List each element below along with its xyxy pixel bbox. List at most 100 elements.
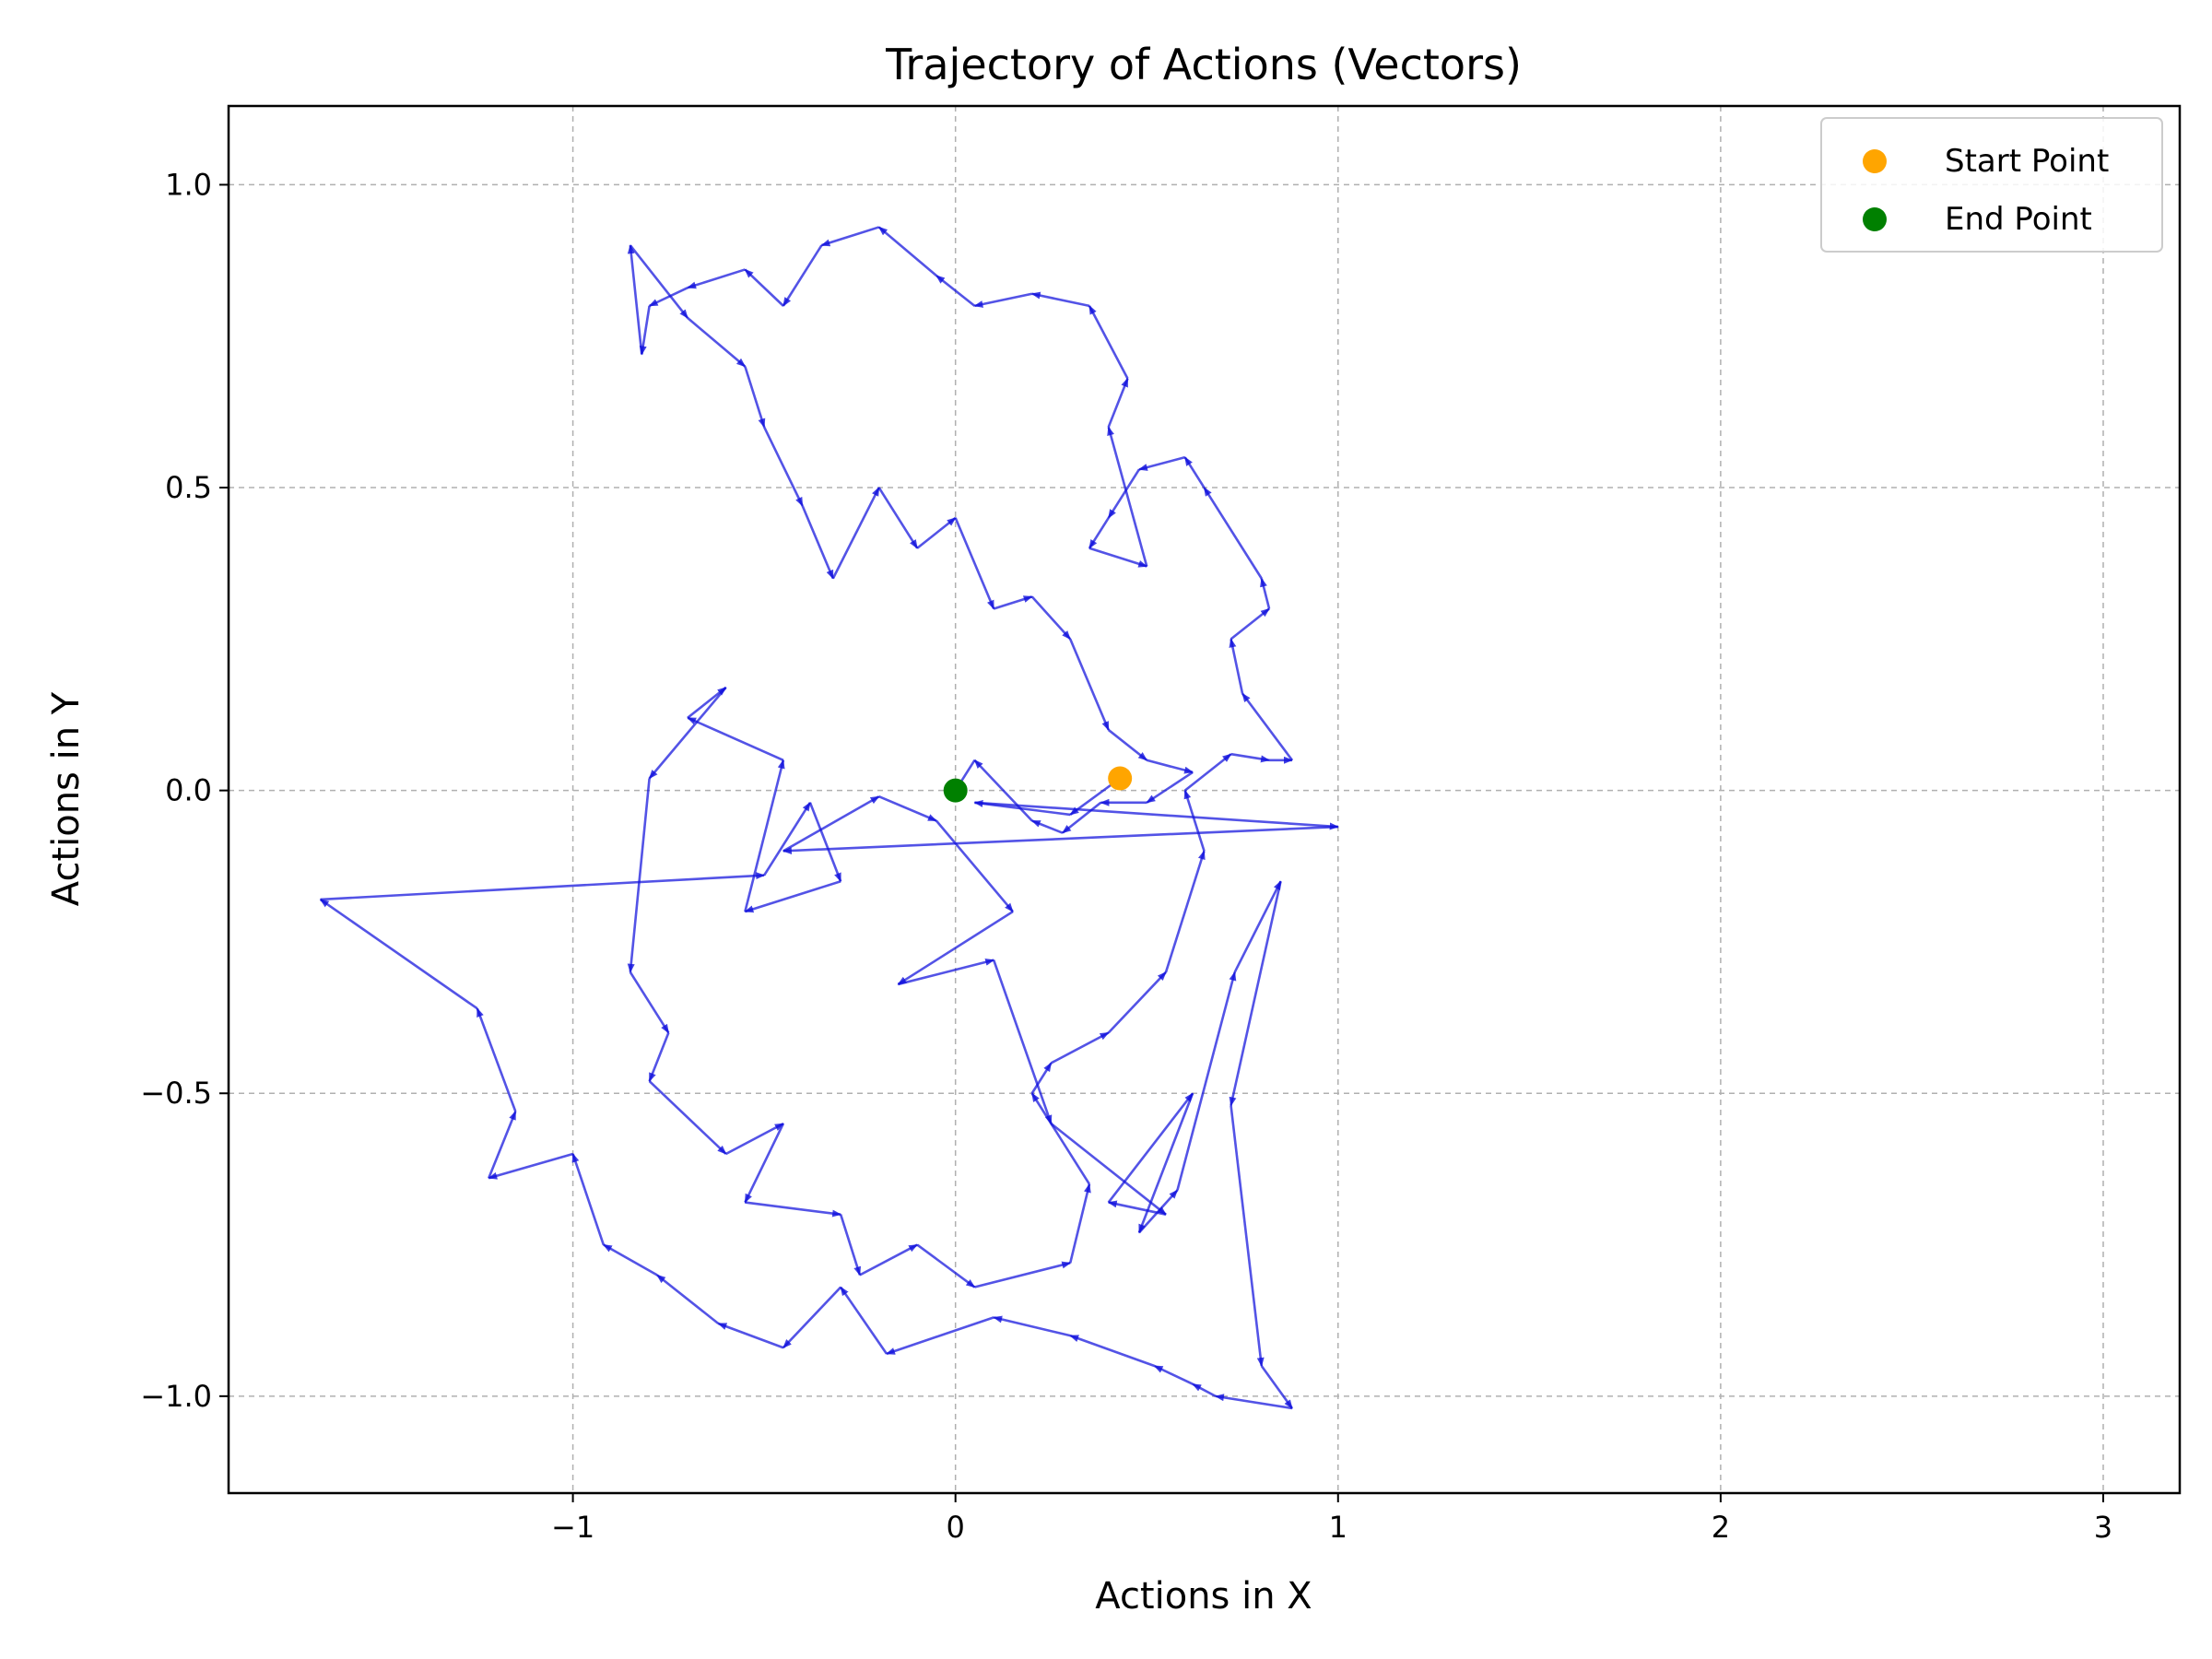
- chart-title: Trajectory of Actions (Vectors): [885, 40, 1522, 89]
- legend-end-marker: [1863, 207, 1887, 231]
- start-point-marker: [1108, 766, 1133, 791]
- action-vector: [935, 819, 1014, 912]
- action-vector: [1107, 1092, 1194, 1204]
- x-tick-label: 0: [947, 1510, 965, 1545]
- action-vector: [1137, 1092, 1194, 1234]
- action-vector: [571, 1153, 606, 1245]
- action-vector: [839, 1214, 862, 1277]
- action-vector: [992, 959, 1053, 1125]
- action-vector: [782, 825, 1338, 854]
- action-vector: [1183, 789, 1206, 852]
- action-vector: [1214, 1394, 1293, 1410]
- action-vector: [916, 516, 957, 549]
- action-vector: [319, 898, 478, 1010]
- action-vector: [687, 317, 747, 368]
- action-vector: [801, 505, 835, 580]
- action-vector: [1030, 819, 1064, 834]
- action-vector: [935, 274, 976, 307]
- legend-box: [1820, 117, 2163, 253]
- action-vector: [629, 244, 689, 319]
- action-vector: [878, 795, 937, 822]
- action-vector: [808, 802, 842, 883]
- action-vector: [1241, 692, 1294, 761]
- action-vector: [1030, 595, 1072, 641]
- action-vector: [763, 801, 812, 877]
- plot-frame: [227, 104, 2182, 1495]
- action-vector: [744, 366, 766, 429]
- legend-end-label: End Point: [1945, 201, 2092, 238]
- action-vector: [320, 872, 766, 901]
- action-vector: [648, 1080, 727, 1155]
- x-axis-label: Actions in X: [1095, 1575, 1312, 1618]
- y-tick-label: −1.0: [140, 1379, 212, 1414]
- action-vector: [820, 226, 880, 247]
- action-vector: [745, 1201, 842, 1218]
- action-vector: [1260, 1365, 1294, 1409]
- action-vector: [898, 958, 995, 986]
- vector-path: [319, 226, 1339, 1410]
- action-vector: [488, 1152, 573, 1180]
- action-vector: [1069, 638, 1110, 731]
- y-axis-label: Actions in Y: [45, 691, 88, 906]
- action-vector: [648, 286, 688, 308]
- action-vector: [687, 268, 746, 289]
- action-vector: [1146, 771, 1194, 804]
- action-vector: [973, 292, 1032, 308]
- action-vector: [629, 971, 670, 1034]
- action-vector: [1176, 971, 1237, 1191]
- action-vector: [1069, 1334, 1155, 1368]
- action-vector: [877, 226, 937, 277]
- action-vector: [488, 1111, 517, 1179]
- action-vector: [974, 801, 1339, 830]
- action-vector: [1107, 377, 1129, 428]
- action-vector: [993, 595, 1033, 610]
- action-vector: [1088, 304, 1129, 380]
- action-vector: [1088, 547, 1148, 568]
- legend-start-label: Start Point: [1945, 143, 2109, 180]
- x-tick-label: 3: [2094, 1510, 2112, 1545]
- action-vector: [1183, 456, 1206, 488]
- action-vector: [1088, 517, 1110, 549]
- action-vector: [648, 687, 727, 780]
- action-vector: [1260, 577, 1271, 609]
- x-tick-label: 2: [1712, 1510, 1730, 1545]
- action-vector: [627, 244, 643, 355]
- action-vector: [725, 1122, 784, 1156]
- action-vector: [762, 426, 804, 507]
- action-vector: [1153, 1364, 1194, 1385]
- action-vector: [1050, 1031, 1110, 1065]
- action-vector: [744, 759, 785, 912]
- action-vector: [627, 778, 651, 973]
- action-vector: [1229, 880, 1282, 1107]
- action-vector: [1183, 753, 1232, 792]
- action-vector: [1030, 1092, 1091, 1185]
- end-point-marker: [943, 778, 968, 803]
- action-vector: [602, 1243, 658, 1277]
- action-vector: [1146, 759, 1194, 774]
- action-vector: [1068, 1182, 1091, 1264]
- action-vector: [1030, 291, 1090, 308]
- action-vector: [973, 759, 1033, 822]
- y-tick-label: −0.5: [140, 1076, 212, 1111]
- action-vector: [744, 268, 784, 307]
- action-vector: [1230, 752, 1271, 763]
- action-vector: [476, 1007, 517, 1112]
- action-vector: [859, 1243, 919, 1277]
- legend: Start Point End Point: [1820, 117, 2163, 253]
- action-vector: [1137, 455, 1186, 471]
- action-vector: [1192, 1382, 1217, 1397]
- action-vector: [639, 305, 651, 356]
- action-vector: [687, 716, 784, 761]
- action-vector: [1030, 1062, 1053, 1094]
- action-vector: [744, 879, 841, 913]
- action-vector: [916, 1243, 976, 1288]
- action-vector: [1164, 850, 1206, 973]
- action-vector: [1107, 971, 1167, 1034]
- action-vector: [782, 1286, 842, 1349]
- x-tick-label: −1: [551, 1510, 594, 1545]
- action-vector: [1233, 880, 1282, 973]
- action-vector: [840, 1286, 888, 1355]
- action-vector: [1230, 607, 1270, 641]
- action-vector: [744, 1123, 785, 1204]
